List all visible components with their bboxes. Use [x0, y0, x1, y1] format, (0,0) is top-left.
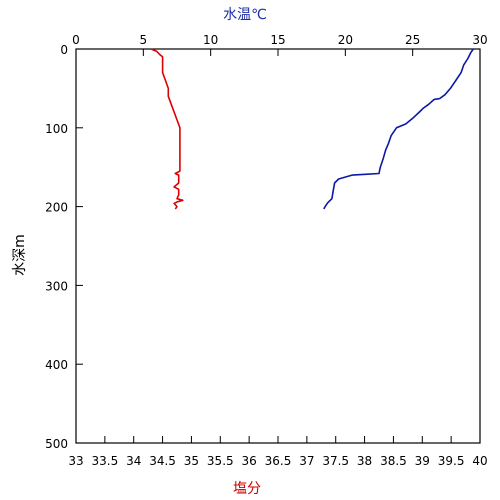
- bottom-axis-tick-label: 38: [357, 454, 372, 468]
- top-axis-tick-label: 0: [72, 33, 80, 47]
- bottom-axis-tick-label: 39.5: [438, 454, 465, 468]
- bottom-axis: 33 33.5 34 34.5 35 35.5 36 36.5 37 37.5 38 38.5 39 39…: [68, 436, 488, 468]
- bottom-axis-tick-label: 36: [242, 454, 257, 468]
- left-axis: 0 100 200 300 400 500: [45, 43, 83, 451]
- top-axis-tick-label: 20: [338, 33, 353, 47]
- bottom-axis-tick-label: 35: [184, 454, 199, 468]
- bottom-axis-tick-label: 38.5: [380, 454, 407, 468]
- series-lines: [150, 48, 474, 210]
- top-axis-tick-label: 25: [405, 33, 420, 47]
- salinity-line: [150, 48, 184, 210]
- bottom-axis-tick-label: 36.5: [265, 454, 292, 468]
- temperature-line: [323, 48, 474, 210]
- top-axis-tick-label: 10: [203, 33, 218, 47]
- left-axis-tick-label: 0: [60, 43, 68, 57]
- plot-border: [75, 48, 481, 444]
- bottom-axis-tick-label: 34: [126, 454, 141, 468]
- left-axis-tick-label: 200: [45, 201, 68, 215]
- bottom-axis-tick-label: 34.5: [149, 454, 176, 468]
- top-axis-tick-label: 5: [140, 33, 148, 47]
- top-axis: 0 5 10 15 20 25 30: [72, 33, 488, 56]
- bottom-axis-title: 塩分: [233, 481, 261, 497]
- bottom-axis-tick-label: 33.5: [91, 454, 118, 468]
- bottom-axis-tick-label: 39: [415, 454, 430, 468]
- left-axis-tick-label: 100: [45, 122, 68, 136]
- left-axis-title: 水深m: [12, 234, 28, 276]
- top-axis-title: 水温℃: [223, 7, 267, 23]
- bottom-axis-tick-label: 37.5: [322, 454, 349, 468]
- plot-frame: [75, 48, 481, 444]
- top-axis-tick-label: 30: [472, 33, 487, 47]
- bottom-axis-tick-label: 40: [472, 454, 487, 468]
- bottom-axis-tick-label: 35.5: [207, 454, 234, 468]
- bottom-axis-tick-label: 37: [299, 454, 314, 468]
- top-axis-tick-label: 15: [270, 33, 285, 47]
- left-axis-tick-label: 300: [45, 279, 68, 293]
- left-axis-tick-label: 400: [45, 358, 68, 372]
- left-axis-tick-label: 500: [45, 437, 68, 451]
- bottom-axis-tick-label: 33: [68, 454, 83, 468]
